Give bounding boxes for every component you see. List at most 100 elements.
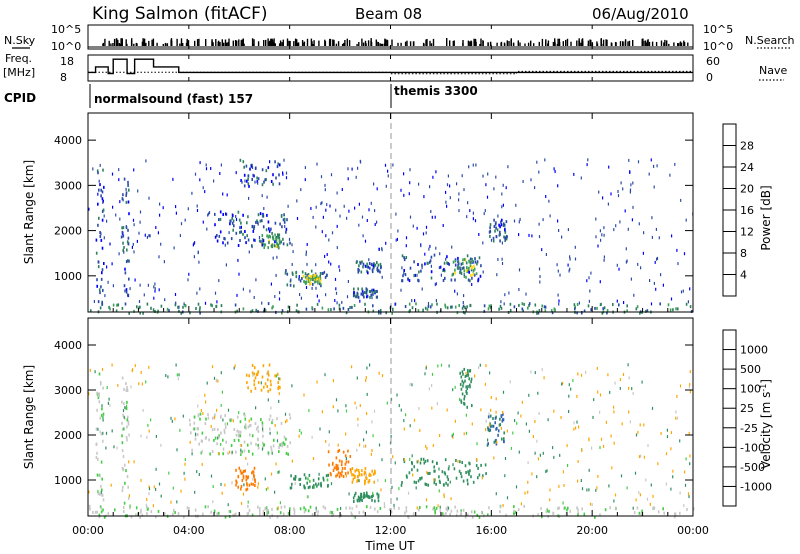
range-gate-cell — [252, 229, 255, 233]
noise-tick-right-bottom: 10^0 — [703, 40, 733, 53]
range-gate-cell — [530, 370, 532, 374]
range-gate-cell — [125, 469, 127, 473]
range-gate-cell — [496, 273, 498, 277]
range-gate-cell — [218, 279, 220, 283]
range-gate-cell — [487, 513, 489, 517]
range-gate-cell — [272, 256, 274, 260]
range-gate-cell — [363, 295, 365, 299]
range-gate-cell — [603, 226, 605, 230]
range-gate-cell — [517, 508, 520, 512]
range-gate-cell — [330, 308, 332, 312]
range-gate-cell — [542, 451, 544, 455]
range-gate-cell — [147, 283, 149, 287]
range-gate-cell — [245, 426, 247, 430]
range-gate-cell — [341, 470, 343, 474]
range-gate-cell — [126, 386, 128, 390]
range-gate-cell — [275, 236, 277, 240]
range-gate-cell — [372, 288, 375, 292]
range-gate-cell — [471, 257, 473, 261]
range-gate-cell — [537, 391, 539, 395]
range-gate-cell — [463, 257, 466, 261]
range-gate-cell — [454, 271, 456, 275]
range-gate-cell — [124, 271, 127, 275]
range-gate-cell — [670, 431, 672, 435]
range-gate-cell — [223, 428, 226, 432]
range-gate-cell — [545, 510, 548, 514]
range-gate-cell — [432, 507, 434, 511]
noise-sample — [541, 38, 544, 46]
range-gate-cell — [119, 217, 121, 221]
range-gate-cell — [135, 513, 137, 517]
range-gate-cell — [365, 291, 368, 295]
range-gate-cell — [364, 239, 367, 243]
range-gate-cell — [405, 236, 408, 240]
range-gate-cell — [241, 180, 243, 184]
range-gate-cell — [244, 423, 247, 427]
range-gate-cell — [553, 167, 555, 171]
range-gate-cell — [371, 296, 373, 300]
range-gate-cell — [534, 451, 536, 455]
range-gate-cell — [155, 434, 157, 438]
range-gate-cell — [521, 400, 523, 404]
range-gate-cell — [122, 455, 125, 459]
range-gate-cell — [103, 262, 105, 265]
range-gate-cell — [99, 492, 101, 496]
range-gate-cell — [640, 512, 643, 516]
range-gate-cell — [461, 370, 464, 374]
range-gate-cell — [171, 419, 173, 423]
range-gate-cell — [590, 271, 592, 275]
noise-sample — [234, 40, 237, 46]
range-gate-cell — [285, 420, 287, 424]
range-gate-cell — [452, 463, 454, 467]
range-gate-cell — [567, 228, 569, 232]
range-gate-cell — [362, 292, 364, 296]
range-gate-cell — [465, 413, 467, 417]
range-gate-cell — [590, 308, 592, 312]
range-gate-cell — [591, 503, 593, 507]
range-gate-cell — [574, 245, 576, 249]
range-gate-cell — [148, 196, 150, 200]
range-gate-cell — [408, 192, 410, 196]
range-gate-cell — [364, 467, 367, 471]
range-gate-cell — [96, 451, 98, 455]
range-gate-cell — [689, 454, 691, 458]
range-gate-cell — [294, 477, 297, 481]
range-gate-cell — [643, 231, 645, 235]
range-gate-cell — [606, 311, 608, 315]
range-gate-cell — [425, 505, 428, 509]
range-gate-cell — [487, 415, 490, 419]
noise-sample — [470, 41, 473, 46]
noise-sample — [385, 39, 387, 46]
nave-tick-top: 60 — [706, 55, 720, 68]
range-gate-cell — [413, 465, 415, 469]
range-gate-cell — [689, 287, 691, 291]
range-gate-cell — [209, 452, 211, 456]
range-gate-cell — [108, 397, 110, 401]
range-gate-cell — [237, 210, 240, 214]
range-gate-cell — [431, 460, 434, 464]
range-gate-cell — [287, 511, 290, 515]
range-gate-cell — [293, 509, 296, 512]
noise-sample — [406, 40, 408, 46]
range-gate-cell — [468, 260, 471, 264]
range-gate-cell — [600, 302, 602, 306]
range-gate-cell — [368, 208, 370, 212]
range-gate-cell — [193, 415, 196, 419]
range-gate-cell — [105, 431, 108, 435]
range-gate-cell — [270, 282, 272, 286]
range-gate-cell — [477, 476, 479, 480]
noise-sample — [279, 40, 282, 46]
range-gate-cell — [239, 158, 242, 162]
range-gate-cell — [184, 218, 186, 222]
range-gate-cell — [628, 410, 630, 414]
range-gate-cell — [342, 475, 345, 478]
range-gate-cell — [97, 396, 100, 400]
noise-sample — [205, 39, 207, 46]
range-gate-cell — [467, 278, 470, 282]
range-gate-cell — [239, 230, 241, 234]
range-gate-cell — [370, 201, 372, 205]
range-gate-cell — [311, 277, 313, 281]
range-gate-cell — [300, 431, 302, 435]
range-gate-cell — [373, 182, 375, 186]
range-gate-cell — [361, 499, 363, 502]
